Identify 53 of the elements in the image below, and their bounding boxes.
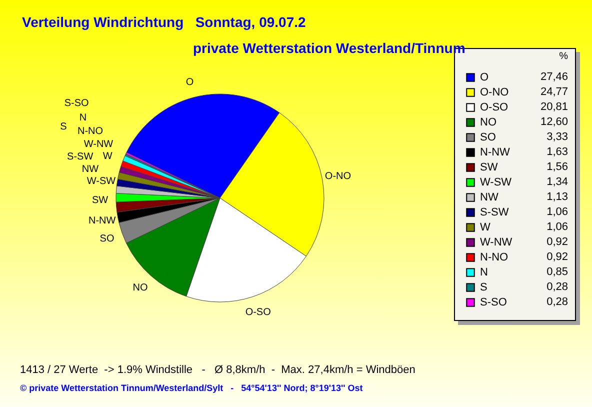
text: 1413 / 27 Werte -> 1.9% Windstille - Ø 8,8km/h - Max. 27,4km/h = Windböen — [20, 364, 416, 376]
slice-label: W-SW — [86, 176, 116, 187]
legend-label: O — [480, 72, 489, 84]
data-label: 1,06 — [546, 206, 568, 218]
legend-label: SW — [480, 162, 498, 174]
slice-label: NO — [132, 282, 148, 294]
category-label: S-SW — [67, 151, 94, 162]
legend-label: W-SW — [480, 176, 512, 188]
data-label: 0,92 — [546, 250, 568, 262]
legend-title: % — [558, 51, 568, 62]
category-label: N-NO — [77, 126, 104, 138]
data-label: 27,46 — [539, 70, 568, 82]
slice-label: O — [186, 76, 194, 88]
legend-label: NO — [480, 116, 497, 128]
data-label: 0,92 — [546, 236, 568, 248]
data-label: 1,13 — [546, 190, 568, 202]
data-label: 1,06 — [546, 220, 568, 232]
slice-label: SO — [100, 233, 114, 244]
category-label: S — [60, 122, 67, 133]
legend-label: W — [480, 222, 491, 234]
data-label: 0,28 — [546, 296, 568, 308]
legend-label: N — [480, 266, 488, 278]
data-label: 12,60 — [539, 116, 568, 128]
data-label: 1,56 — [546, 160, 568, 172]
legend-label: S-SW — [480, 206, 510, 218]
data-label: 0,28 — [546, 280, 568, 292]
data-label: 24,77 — [539, 86, 568, 98]
chart-subtitle: private Wetterstation Westerland/Tinnum — [193, 40, 466, 56]
legend-label: S-SO — [480, 296, 508, 308]
data-label: 1,63 — [546, 146, 568, 158]
legend-label: N-NW — [480, 146, 511, 158]
category-label: NW — [82, 164, 99, 175]
legend-label: O-NO — [480, 86, 510, 98]
data-label: 3,33 — [546, 130, 568, 142]
legend-label: W-NW — [480, 236, 513, 248]
category-label: W-NW — [84, 138, 114, 150]
slice-label: SW — [92, 195, 109, 206]
legend-label: SO — [480, 132, 496, 144]
slice-label: O-NO — [324, 171, 352, 182]
legend-label: NW — [480, 192, 499, 204]
data-label: 20,81 — [539, 100, 568, 112]
legend-label: N-NO — [480, 252, 509, 264]
category-label: S-SO — [64, 98, 89, 110]
data-label: 1,34 — [546, 176, 568, 188]
legend-label: S — [480, 282, 488, 294]
category-label: W — [102, 151, 112, 162]
slice-label: N-NW — [88, 215, 116, 226]
data-label: 0,85 — [546, 266, 568, 278]
text: © private Wetterstation Tinnum/Westerland/Sylt - 54°54'13'' Nord; 8°19'13'' Ost — [20, 383, 363, 393]
legend-label: O-SO — [480, 102, 509, 114]
slice-label: O-SO — [245, 306, 272, 318]
chart-title: Verteilung Windrichtung Sonntag, 09.07.2 — [22, 14, 306, 30]
category-label: N — [79, 112, 87, 124]
